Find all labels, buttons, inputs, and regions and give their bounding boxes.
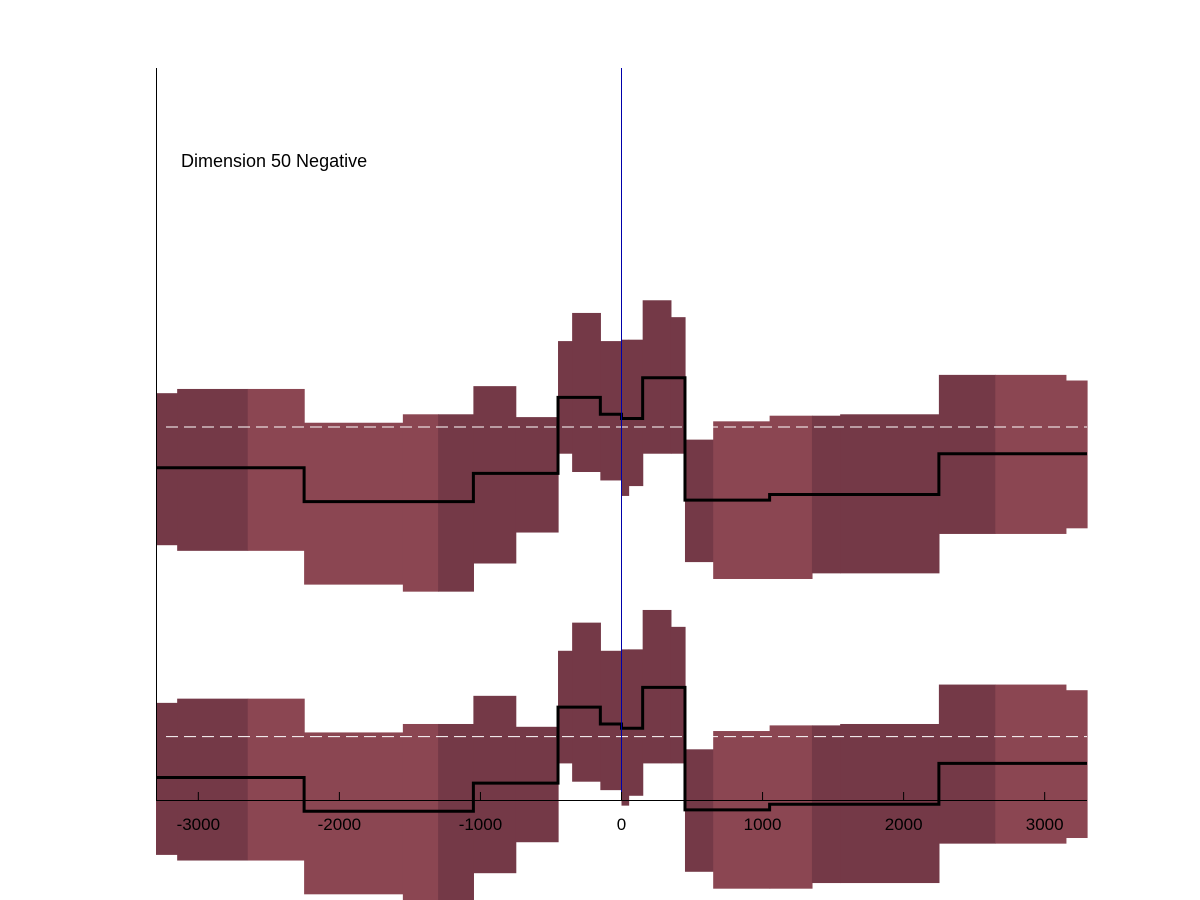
band-segment-panel2-14 [670,626,686,764]
x-tick-label: 1000 [744,815,782,834]
band-segment-panel1-17 [769,415,813,579]
band-segment-panel1-10 [600,341,623,481]
x-tick-label: 3000 [1026,815,1064,834]
band-segment-panel2-17 [769,725,813,889]
band-segment-panel2-2 [247,698,305,861]
band-segment-panel1-1 [177,388,249,551]
band-segment-panel2-1 [177,698,249,861]
band-segment-panel2-3 [304,732,404,895]
band-segment-panel1-2 [247,388,305,551]
band-segment-panel1-3 [304,422,404,585]
x-tick-label: -1000 [459,815,502,834]
x-ticks: -3000 -2000 -1000 0 1000 2000 3000 [177,792,1064,834]
axes [156,68,1087,801]
band-segment-panel2-10 [600,650,623,791]
x-tick-label: 2000 [885,815,923,834]
x-tick-label: 0 [617,815,626,834]
x-tick-label: -2000 [318,815,361,834]
x-tick-label: -3000 [177,815,220,834]
band-segment-panel2-12 [628,649,644,796]
band-segment-panel2-9 [572,622,601,782]
chart-annotation: Dimension 50 Negative [181,151,367,171]
reference-lines [166,426,1087,738]
band-segment-panel1-14 [670,317,686,454]
band-segment-panel1-9 [572,312,601,473]
band-segment-panel1-12 [628,339,644,487]
